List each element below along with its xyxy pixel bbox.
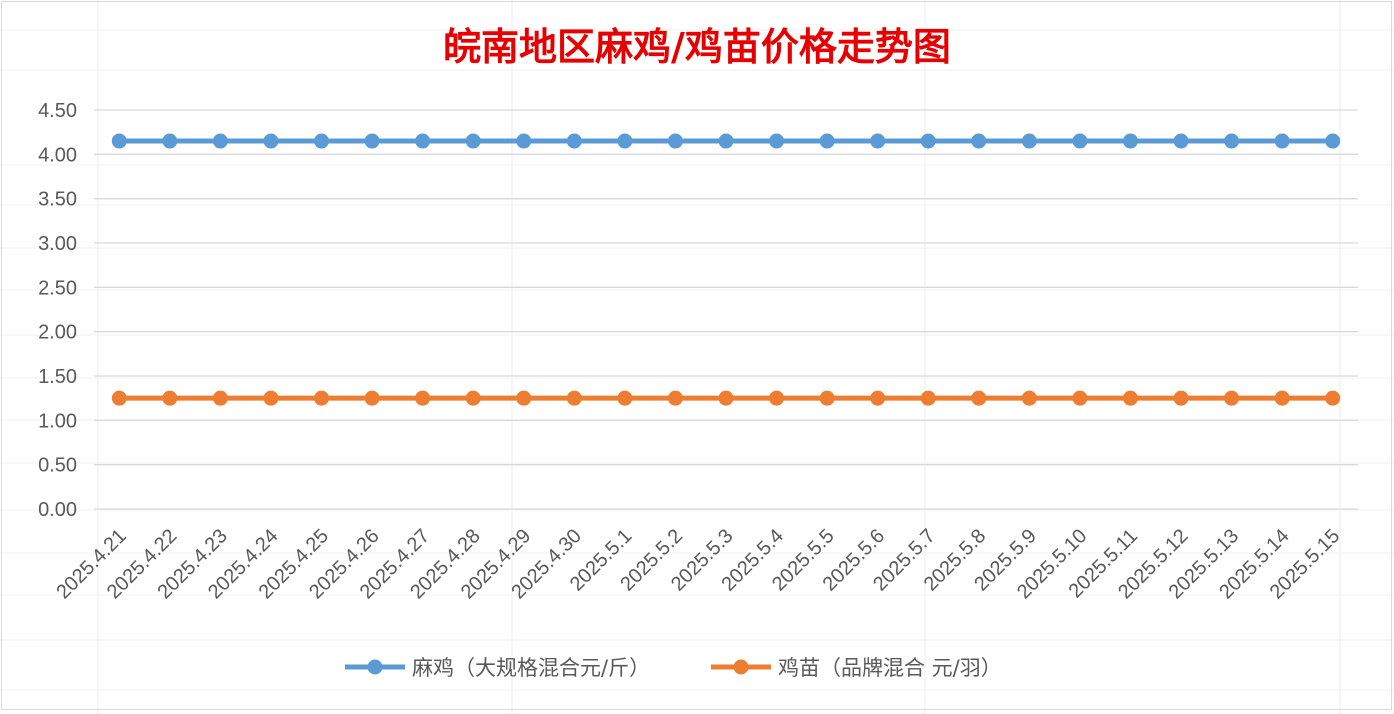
data-point [870, 133, 886, 149]
data-point [465, 133, 481, 149]
data-point [162, 133, 178, 149]
data-point [1173, 133, 1189, 149]
data-point [718, 133, 734, 149]
data-point [566, 390, 582, 406]
chart-title: 皖南地区麻鸡/鸡苗价格走势图 [443, 24, 951, 69]
series-2 [111, 390, 1341, 406]
data-point [819, 390, 835, 406]
y-tick-label: 1.50 [38, 366, 77, 388]
y-tick-label: 2.00 [38, 322, 77, 344]
legend-label: 麻鸡（大规格混合元/斤） [412, 656, 650, 680]
data-point [1325, 390, 1341, 406]
data-point [212, 133, 228, 149]
data-point [364, 133, 380, 149]
y-tick-label: 3.50 [38, 189, 77, 211]
data-point [263, 390, 279, 406]
data-point [364, 390, 380, 406]
data-point [971, 133, 987, 149]
data-point [1173, 390, 1189, 406]
data-point [516, 390, 532, 406]
data-point [415, 390, 431, 406]
data-point [1274, 390, 1290, 406]
y-tick-label: 0.50 [38, 455, 77, 477]
x-axis-tick-labels: 2025.4.212025.4.222025.4.232025.4.242025… [52, 525, 1344, 603]
y-axis-tick-labels: 0.00 0.50 1.00 1.50 2.00 2.50 3.00 3.50 4.00 4.50 [38, 100, 77, 521]
data-point [1224, 133, 1240, 149]
data-point [566, 133, 582, 149]
data-point [314, 390, 330, 406]
y-tick-label: 0.00 [38, 499, 77, 521]
data-point [1122, 390, 1138, 406]
data-point [1325, 133, 1341, 149]
data-point [111, 133, 127, 149]
y-tick-label: 4.50 [38, 100, 77, 122]
data-point [1224, 390, 1240, 406]
data-point [1274, 133, 1290, 149]
y-tick-label: 3.00 [38, 233, 77, 255]
data-point [617, 390, 633, 406]
data-point [1122, 133, 1138, 149]
legend-item: 麻鸡（大规格混合元/斤） [345, 656, 650, 680]
y-tick-label: 1.00 [38, 410, 77, 432]
data-point [667, 390, 683, 406]
legend-item: 鸡苗（品牌混合 元/羽） [711, 656, 1002, 680]
y-tick-label: 2.50 [38, 277, 77, 299]
data-point [617, 133, 633, 149]
data-point [920, 133, 936, 149]
data-point [516, 133, 532, 149]
data-point [314, 133, 330, 149]
data-point [263, 133, 279, 149]
data-point [1021, 390, 1037, 406]
data-point [920, 390, 936, 406]
data-point [212, 390, 228, 406]
y-tick-label: 4.00 [38, 144, 77, 166]
data-point [718, 390, 734, 406]
data-point [769, 390, 785, 406]
data-point [819, 133, 835, 149]
data-point [111, 390, 127, 406]
series-layer [111, 133, 1341, 406]
series-1 [111, 133, 1341, 149]
horizontal-gridlines [94, 109, 1358, 510]
data-point [465, 390, 481, 406]
legend-label: 鸡苗（品牌混合 元/羽） [778, 656, 1002, 680]
chart-legend: 麻鸡（大规格混合元/斤） 鸡苗（品牌混合 元/羽） [345, 656, 1002, 680]
data-point [971, 390, 987, 406]
data-point [769, 133, 785, 149]
data-point [415, 133, 431, 149]
data-point [1072, 133, 1088, 149]
data-point [667, 133, 683, 149]
legend-marker [367, 659, 383, 675]
data-point [1072, 390, 1088, 406]
legend-marker [733, 659, 749, 675]
data-point [1021, 133, 1037, 149]
data-point [870, 390, 886, 406]
data-point [162, 390, 178, 406]
